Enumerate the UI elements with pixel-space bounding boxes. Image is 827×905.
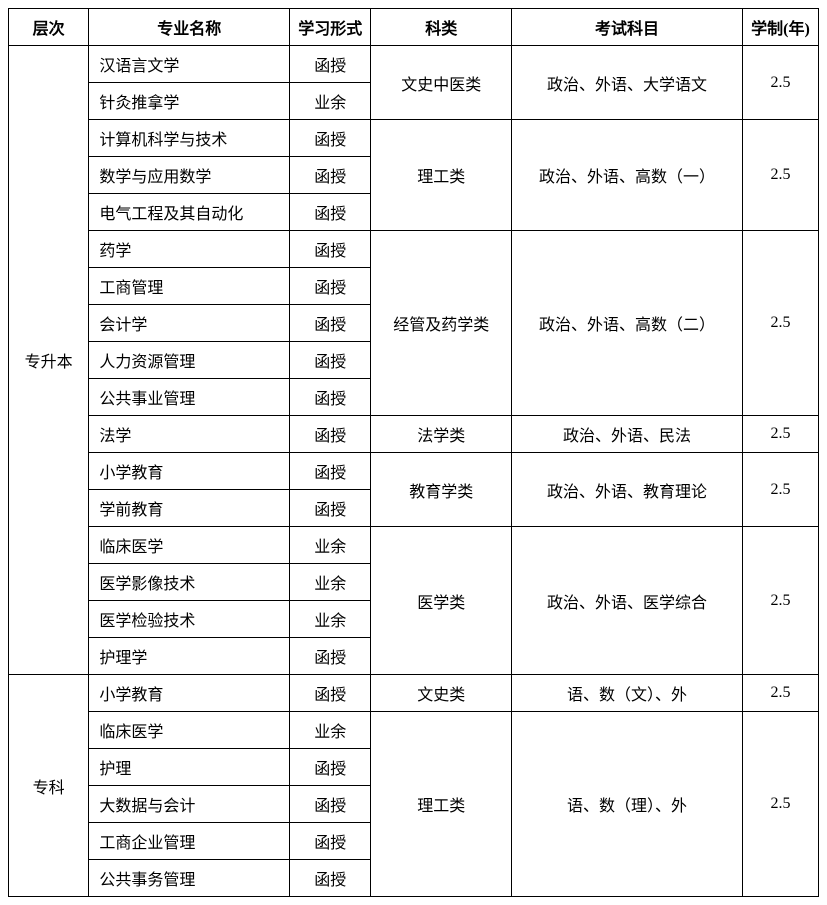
cell-form: 函授 [290, 490, 371, 527]
cell-form: 函授 [290, 823, 371, 860]
cell-form: 函授 [290, 120, 371, 157]
table-row: 计算机科学与技术 函授 理工类 政治、外语、高数（一） 2.5 [9, 120, 819, 157]
cell-category: 理工类 [371, 120, 512, 231]
header-years: 学制(年) [742, 9, 818, 46]
cell-form: 函授 [290, 157, 371, 194]
cell-form: 函授 [290, 453, 371, 490]
cell-category: 经管及药学类 [371, 231, 512, 416]
cell-major: 护理学 [89, 638, 290, 675]
cell-category: 文史类 [371, 675, 512, 712]
cell-subjects: 政治、外语、教育理论 [512, 453, 743, 527]
cell-major: 小学教育 [89, 453, 290, 490]
header-major: 专业名称 [89, 9, 290, 46]
cell-years: 2.5 [742, 453, 818, 527]
cell-major: 小学教育 [89, 675, 290, 712]
cell-subjects: 政治、外语、民法 [512, 416, 743, 453]
cell-form: 函授 [290, 305, 371, 342]
cell-form: 函授 [290, 194, 371, 231]
cell-years: 2.5 [742, 712, 818, 897]
table-row: 专升本 汉语言文学 函授 文史中医类 政治、外语、大学语文 2.5 [9, 46, 819, 83]
cell-years: 2.5 [742, 231, 818, 416]
cell-major: 学前教育 [89, 490, 290, 527]
cell-form: 函授 [290, 786, 371, 823]
cell-form: 函授 [290, 749, 371, 786]
cell-major: 临床医学 [89, 527, 290, 564]
cell-major: 数学与应用数学 [89, 157, 290, 194]
cell-subjects: 政治、外语、高数（一） [512, 120, 743, 231]
cell-major: 人力资源管理 [89, 342, 290, 379]
cell-category: 教育学类 [371, 453, 512, 527]
cell-major: 会计学 [89, 305, 290, 342]
header-subjects: 考试科目 [512, 9, 743, 46]
table-row: 临床医学 业余 医学类 政治、外语、医学综合 2.5 [9, 527, 819, 564]
cell-category: 医学类 [371, 527, 512, 675]
table-row: 药学 函授 经管及药学类 政治、外语、高数（二） 2.5 [9, 231, 819, 268]
header-row: 层次 专业名称 学习形式 科类 考试科目 学制(年) [9, 9, 819, 46]
cell-form: 函授 [290, 46, 371, 83]
cell-years: 2.5 [742, 675, 818, 712]
header-category: 科类 [371, 9, 512, 46]
cell-major: 护理 [89, 749, 290, 786]
cell-years: 2.5 [742, 120, 818, 231]
cell-major: 药学 [89, 231, 290, 268]
cell-major: 汉语言文学 [89, 46, 290, 83]
cell-form: 函授 [290, 231, 371, 268]
cell-category: 文史中医类 [371, 46, 512, 120]
cell-form: 函授 [290, 675, 371, 712]
cell-major: 计算机科学与技术 [89, 120, 290, 157]
cell-major: 工商管理 [89, 268, 290, 305]
table-row: 专科 小学教育 函授 文史类 语、数（文）、外 2.5 [9, 675, 819, 712]
program-table: 层次 专业名称 学习形式 科类 考试科目 学制(年) 专升本 汉语言文学 函授 … [8, 8, 819, 897]
cell-subjects: 政治、外语、医学综合 [512, 527, 743, 675]
cell-subjects: 语、数（理）、外 [512, 712, 743, 897]
cell-major: 法学 [89, 416, 290, 453]
cell-subjects: 政治、外语、高数（二） [512, 231, 743, 416]
cell-category: 理工类 [371, 712, 512, 897]
cell-form: 函授 [290, 860, 371, 897]
cell-years: 2.5 [742, 416, 818, 453]
cell-category: 法学类 [371, 416, 512, 453]
cell-major: 电气工程及其自动化 [89, 194, 290, 231]
cell-major: 临床医学 [89, 712, 290, 749]
cell-form: 业余 [290, 712, 371, 749]
cell-subjects: 政治、外语、大学语文 [512, 46, 743, 120]
cell-form: 业余 [290, 527, 371, 564]
header-level: 层次 [9, 9, 89, 46]
header-form: 学习形式 [290, 9, 371, 46]
cell-level-upgrade: 专升本 [9, 46, 89, 675]
cell-form: 业余 [290, 83, 371, 120]
table-row: 临床医学 业余 理工类 语、数（理）、外 2.5 [9, 712, 819, 749]
cell-form: 函授 [290, 379, 371, 416]
cell-major: 医学影像技术 [89, 564, 290, 601]
cell-form: 函授 [290, 416, 371, 453]
cell-form: 函授 [290, 342, 371, 379]
cell-form: 函授 [290, 638, 371, 675]
table-row: 小学教育 函授 教育学类 政治、外语、教育理论 2.5 [9, 453, 819, 490]
cell-form: 函授 [290, 268, 371, 305]
cell-major: 医学检验技术 [89, 601, 290, 638]
cell-major: 公共事务管理 [89, 860, 290, 897]
cell-major: 针灸推拿学 [89, 83, 290, 120]
cell-major: 公共事业管理 [89, 379, 290, 416]
cell-major: 工商企业管理 [89, 823, 290, 860]
cell-years: 2.5 [742, 46, 818, 120]
cell-years: 2.5 [742, 527, 818, 675]
cell-major: 大数据与会计 [89, 786, 290, 823]
cell-form: 业余 [290, 564, 371, 601]
cell-subjects: 语、数（文）、外 [512, 675, 743, 712]
table-row: 法学 函授 法学类 政治、外语、民法 2.5 [9, 416, 819, 453]
cell-form: 业余 [290, 601, 371, 638]
cell-level-junior: 专科 [9, 675, 89, 897]
